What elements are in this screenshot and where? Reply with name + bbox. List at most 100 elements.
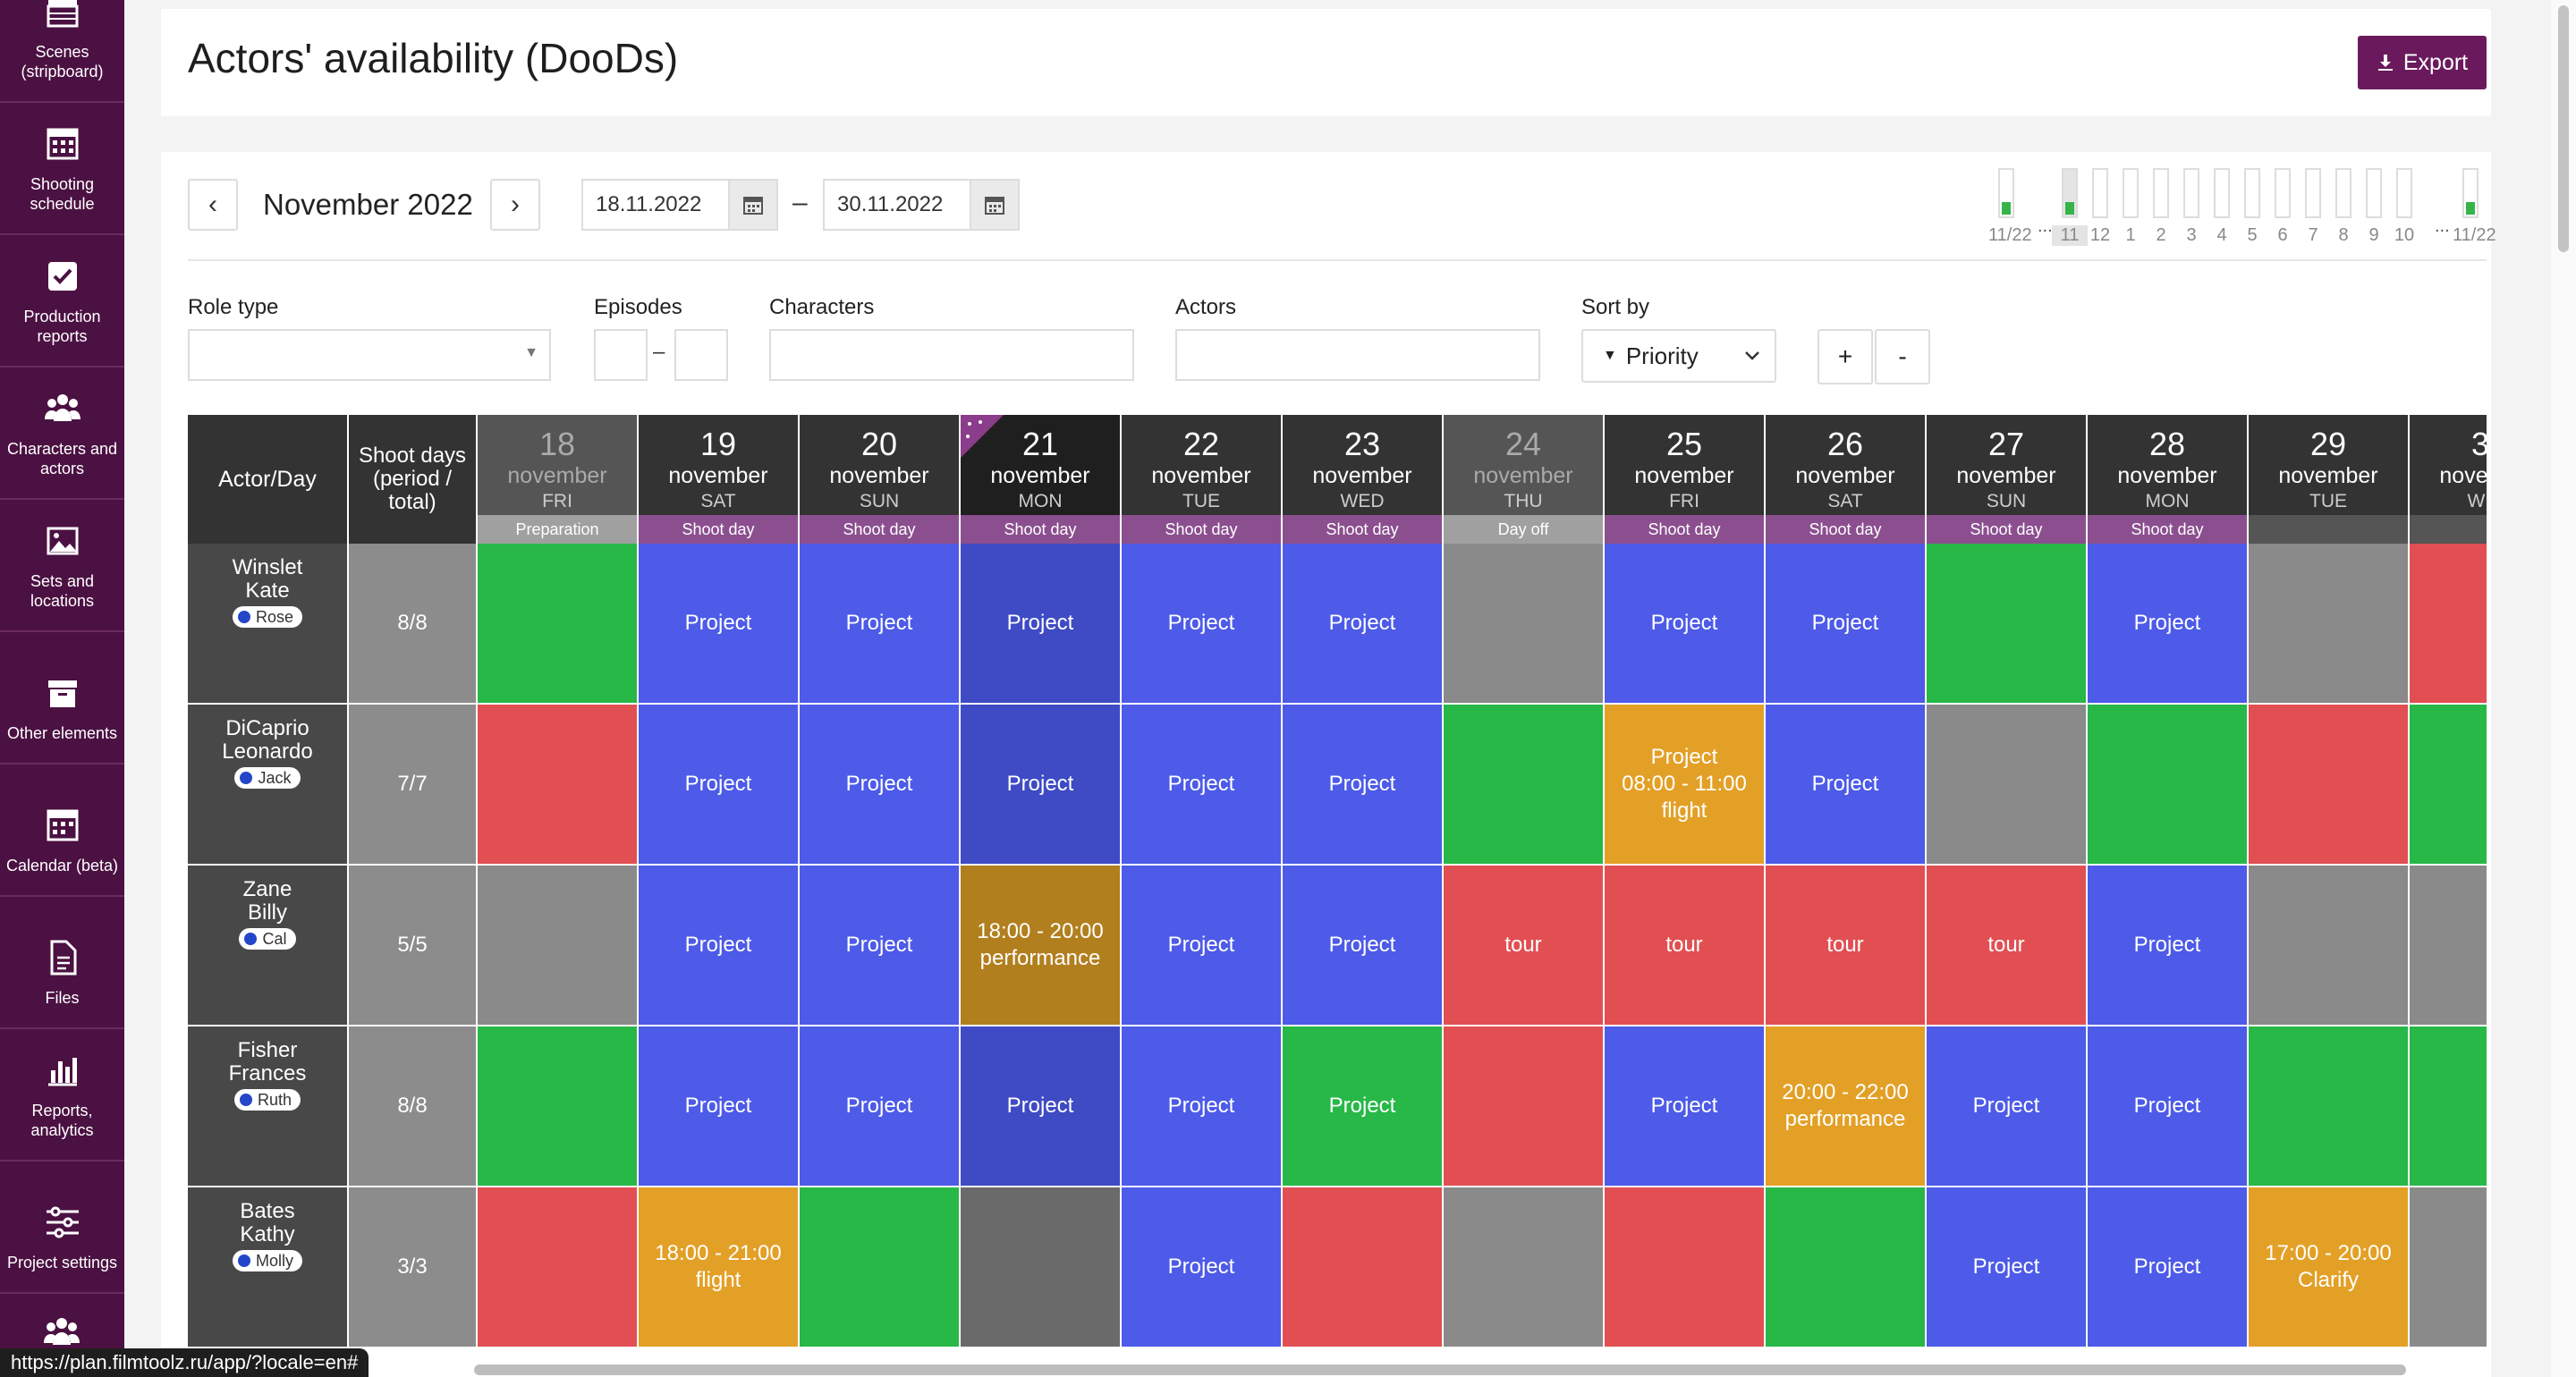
availability-cell[interactable]: Project: [1283, 866, 1444, 1026]
date-to-field[interactable]: 30.11.2022: [823, 179, 1020, 231]
horizontal-scrollbar[interactable]: [474, 1364, 2406, 1375]
actors-input[interactable]: [1175, 329, 1540, 381]
availability-cell[interactable]: 18:00 - 21:00 flight: [639, 1187, 800, 1348]
availability-cell[interactable]: tour: [1605, 866, 1766, 1026]
availability-cell[interactable]: Project: [800, 705, 961, 866]
availability-cell[interactable]: [2249, 705, 2410, 866]
availability-cell[interactable]: Project: [961, 1026, 1122, 1187]
availability-cell[interactable]: Project: [2088, 544, 2249, 705]
prev-month-button[interactable]: ‹: [188, 179, 238, 231]
day-header[interactable]: 20 november SUN: [800, 415, 961, 515]
day-header[interactable]: 24 november THU: [1444, 415, 1605, 515]
timeline-bar[interactable]: [2183, 168, 2199, 218]
day-header[interactable]: 25 november FRI: [1605, 415, 1766, 515]
characters-input[interactable]: [769, 329, 1134, 381]
day-header[interactable]: 23 november WED: [1283, 415, 1444, 515]
calendar-icon[interactable]: [970, 181, 1018, 229]
availability-cell[interactable]: Project: [1766, 544, 1927, 705]
sidebar-item-box[interactable]: Other elements: [0, 632, 124, 765]
availability-cell[interactable]: [2249, 1026, 2410, 1187]
timeline-bar[interactable]: [2275, 168, 2291, 218]
availability-cell[interactable]: [478, 1187, 639, 1348]
role-type-select[interactable]: ▼: [188, 329, 551, 381]
day-header[interactable]: 28 november MON: [2088, 415, 2249, 515]
availability-cell[interactable]: [1766, 1187, 1927, 1348]
availability-cell[interactable]: Project: [639, 705, 800, 866]
availability-cell[interactable]: 18:00 - 20:00 performance: [961, 866, 1122, 1026]
availability-cell[interactable]: Project: [800, 544, 961, 705]
actor-cell[interactable]: DiCaprio Leonardo Jack: [188, 705, 349, 866]
availability-cell[interactable]: Project: [2088, 1187, 2249, 1348]
availability-cell[interactable]: [1927, 544, 2088, 705]
sidebar-item-bar-chart[interactable]: Reports, analytics: [0, 1029, 124, 1162]
availability-cell[interactable]: [2410, 1026, 2487, 1187]
availability-cell[interactable]: [1444, 1187, 1605, 1348]
date-from-field[interactable]: 18.11.2022: [581, 179, 778, 231]
timeline-bar[interactable]: [2153, 168, 2169, 218]
availability-cell[interactable]: Project: [1605, 544, 1766, 705]
availability-cell[interactable]: [961, 1187, 1122, 1348]
availability-cell[interactable]: Project: [1283, 1026, 1444, 1187]
actor-cell[interactable]: Zane Billy Cal: [188, 866, 349, 1026]
day-header[interactable]: 19 november SAT: [639, 415, 800, 515]
availability-cell[interactable]: 17:00 - 20:00 Clarify: [2249, 1187, 2410, 1348]
actor-cell[interactable]: Fisher Frances Ruth: [188, 1026, 349, 1187]
availability-cell[interactable]: tour: [1766, 866, 1927, 1026]
day-header[interactable]: 26 november SAT: [1766, 415, 1927, 515]
timeline-bar[interactable]: [2214, 168, 2230, 218]
availability-cell[interactable]: Project: [2088, 1026, 2249, 1187]
sidebar-item-calendar-grid[interactable]: Shooting schedule: [0, 103, 124, 235]
availability-cell[interactable]: Project: [639, 544, 800, 705]
availability-cell[interactable]: Project: [1927, 1187, 2088, 1348]
sidebar-item-clapperboard[interactable]: Scenes (stripboard): [0, 0, 124, 103]
availability-cell[interactable]: [1605, 1187, 1766, 1348]
availability-cell[interactable]: Project: [2088, 866, 2249, 1026]
availability-cell[interactable]: [478, 866, 639, 1026]
availability-cell[interactable]: [1444, 705, 1605, 866]
actor-cell[interactable]: Winslet Kate Rose: [188, 544, 349, 705]
availability-cell[interactable]: Project: [1283, 705, 1444, 866]
day-header[interactable]: 21 november MON: [961, 415, 1122, 515]
availability-cell[interactable]: Project: [1122, 1187, 1283, 1348]
availability-cell[interactable]: [2088, 705, 2249, 866]
availability-cell[interactable]: [2410, 705, 2487, 866]
availability-cell[interactable]: [478, 1026, 639, 1187]
episodes-to-input[interactable]: [674, 329, 728, 381]
timeline-bar[interactable]: [2305, 168, 2321, 218]
sidebar-item-calendar[interactable]: Calendar (beta): [0, 765, 124, 897]
availability-cell[interactable]: Project: [1605, 1026, 1766, 1187]
availability-cell[interactable]: [1444, 544, 1605, 705]
sort-by-select[interactable]: ▼ Priority: [1581, 329, 1776, 383]
availability-cell[interactable]: [1283, 1187, 1444, 1348]
availability-cell[interactable]: tour: [1444, 866, 1605, 1026]
zoom-out-button[interactable]: -: [1875, 329, 1930, 384]
availability-cell[interactable]: Project: [1122, 1026, 1283, 1187]
availability-cell[interactable]: Project: [1766, 705, 1927, 866]
sidebar-item-more[interactable]: [42, 1313, 81, 1356]
availability-cell[interactable]: [478, 705, 639, 866]
timeline-bar[interactable]: [2062, 168, 2078, 218]
availability-cell[interactable]: [2410, 544, 2487, 705]
sidebar-item-sliders[interactable]: Project settings: [0, 1162, 124, 1294]
availability-cell[interactable]: Project: [1122, 705, 1283, 866]
availability-cell[interactable]: [478, 544, 639, 705]
sidebar-item-image[interactable]: Sets and locations: [0, 500, 124, 632]
timeline-bar[interactable]: [1998, 168, 2014, 218]
timeline-bar[interactable]: [2335, 168, 2351, 218]
availability-cell[interactable]: Project: [1927, 1026, 2088, 1187]
timeline-bar[interactable]: [2244, 168, 2260, 218]
calendar-icon[interactable]: [728, 181, 776, 229]
availability-cell[interactable]: [1927, 705, 2088, 866]
day-header[interactable]: 29 november TUE: [2249, 415, 2410, 515]
day-header[interactable]: 27 november SUN: [1927, 415, 2088, 515]
availability-cell[interactable]: Project: [639, 1026, 800, 1187]
sidebar-item-checkbox[interactable]: Production reports: [0, 235, 124, 367]
sidebar-item-file[interactable]: Files: [0, 897, 124, 1029]
timeline-bar[interactable]: [2366, 168, 2382, 218]
availability-cell[interactable]: [2249, 544, 2410, 705]
episodes-from-input[interactable]: [594, 329, 648, 381]
availability-cell[interactable]: Project: [1283, 544, 1444, 705]
availability-cell[interactable]: Project: [961, 544, 1122, 705]
zoom-in-button[interactable]: +: [1818, 329, 1873, 384]
availability-cell[interactable]: 20:00 - 22:00 performance: [1766, 1026, 1927, 1187]
